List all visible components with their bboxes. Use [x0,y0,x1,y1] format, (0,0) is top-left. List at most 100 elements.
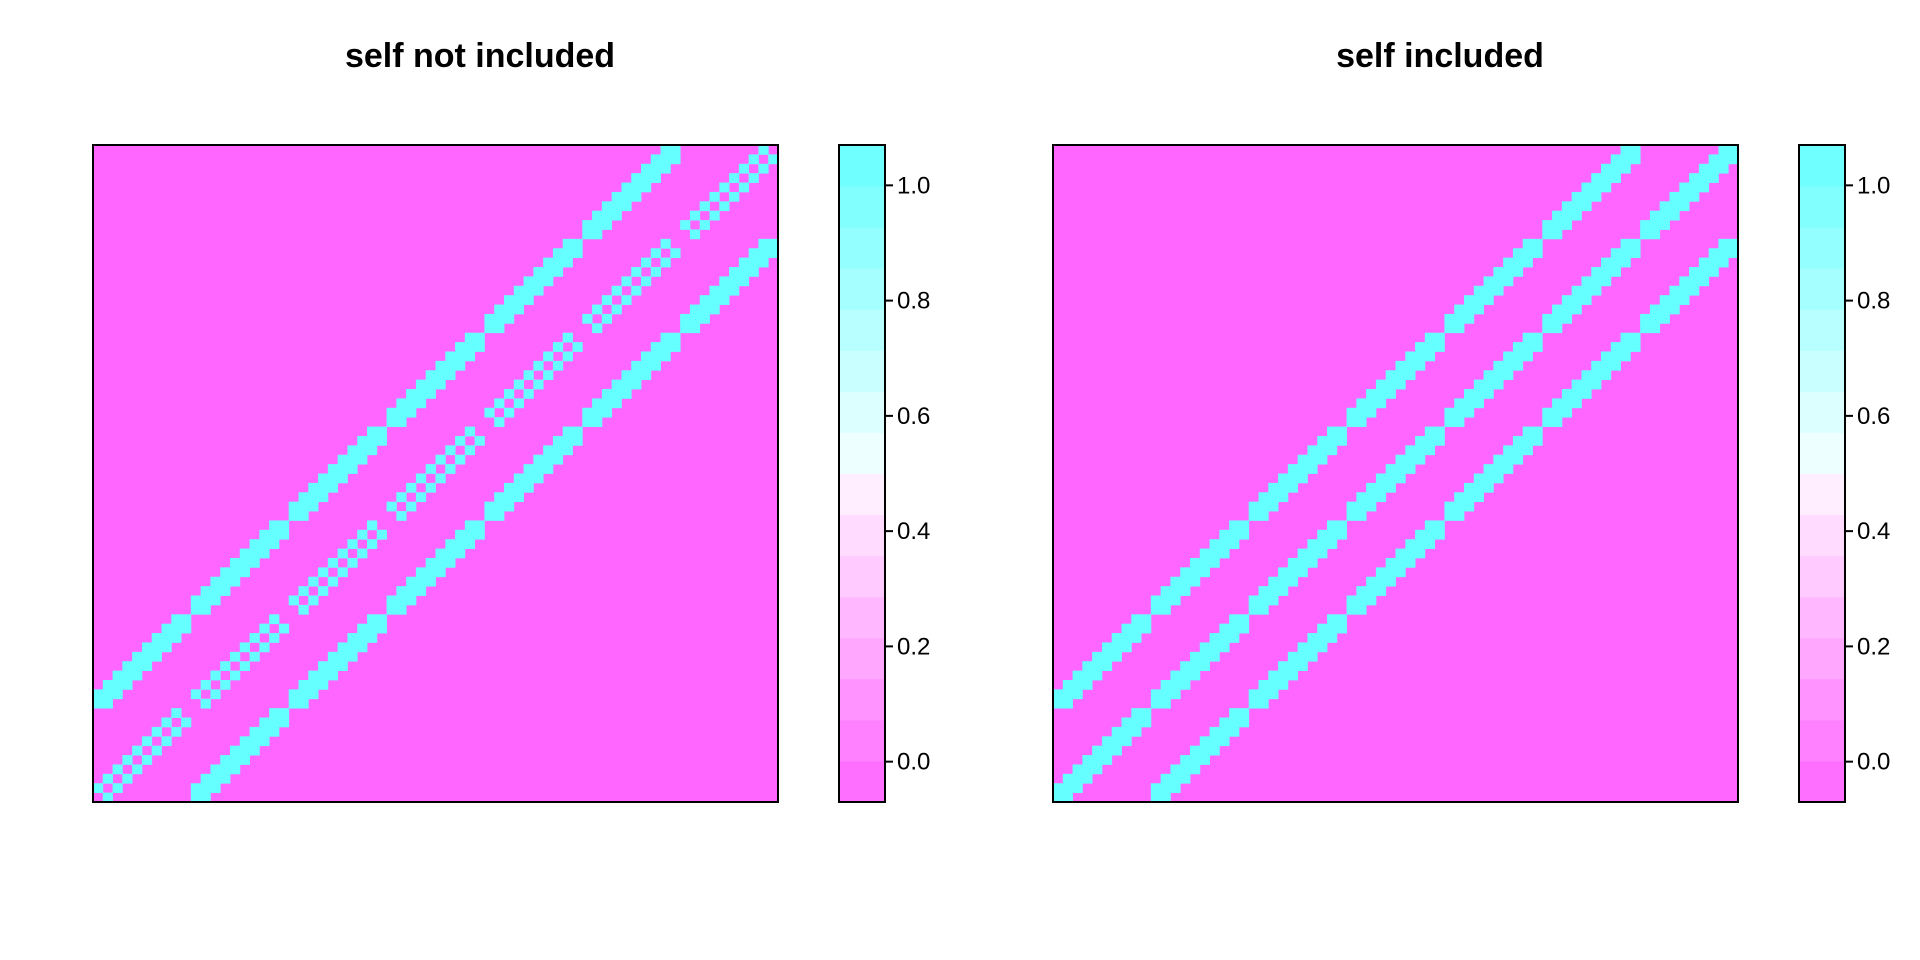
heatmap-cell [1415,539,1426,549]
heatmap-cell [1327,426,1338,437]
heatmap-cell [1405,539,1416,549]
heatmap-cell [601,313,613,324]
heatmap-cell [415,398,427,409]
heatmap-cell [1170,783,1181,794]
heatmap-cell [230,576,241,587]
heatmap-cell [650,342,661,352]
heatmap-cell [1728,145,1739,155]
heatmap-cell [1317,445,1328,456]
heatmap-cell [102,773,113,784]
heatmap-cell [631,379,642,390]
colorbar-band [1799,186,1845,228]
heatmap-cell [1571,295,1582,305]
heatmap-cell [132,661,143,671]
heatmap-cell [494,398,505,409]
heatmap-cell [1503,276,1514,287]
heatmap-cell [308,492,319,503]
heatmap-cell [288,511,299,521]
heatmap-cell [1395,370,1406,381]
heatmap-cell [1444,511,1455,521]
heatmap-cell [719,295,730,305]
heatmap-cell [435,473,446,484]
heatmap-cell [93,689,104,700]
heatmap-cell [641,370,652,381]
heatmap-cell [308,595,319,606]
heatmap-cell [1190,670,1201,681]
heatmap-cell [660,332,671,343]
heatmap-cell [1679,182,1690,193]
heatmap-cell [1336,426,1347,437]
heatmap-cell [367,426,378,437]
heatmap-cell [680,220,691,230]
heatmap-cell [631,182,642,193]
heatmap-cell [719,201,730,212]
heatmap-cell [1659,201,1670,212]
heatmap-cell [562,435,573,446]
heatmap-cell [1209,651,1220,662]
heatmap-cell [1493,454,1504,465]
heatmap-cell [582,407,593,418]
heatmap-cell [1542,229,1553,240]
heatmap-cell [1581,182,1592,193]
heatmap-cell [1581,276,1592,287]
heatmap-cell [1219,642,1230,653]
heatmap-cell [425,576,436,587]
heatmap-cell [406,389,417,399]
heatmap-cell [1630,248,1641,259]
heatmap-cell [337,548,348,559]
heatmap-cell [200,792,211,803]
heatmap-cell [1278,661,1289,671]
heatmap-cell [1444,323,1455,334]
heatmap-cell [1718,257,1729,268]
heatmap-cell [572,248,583,259]
heatmap-cell [1620,154,1631,165]
heatmap-cell [1375,473,1387,484]
heatmap-cell [768,154,779,165]
heatmap-cell [1493,360,1504,371]
heatmap-cell [230,745,241,756]
heatmap-cell [1317,529,1328,540]
heatmap-cell [1483,473,1494,484]
heatmap-cell [1111,726,1122,737]
heatmap-cell [1640,313,1651,324]
heatmap-cell [278,717,290,728]
heatmap-cell [1415,435,1426,446]
heatmap-cell [1620,351,1631,362]
heatmap-cell [1268,595,1279,606]
heatmap-cell [1287,661,1299,671]
heatmap-cell [1160,595,1171,606]
heatmap-cell [738,276,750,287]
heatmap-cell [1317,435,1328,446]
heatmap-cell [249,736,260,747]
heatmap-cell [1180,679,1191,690]
heatmap-cell [455,539,466,549]
heatmap-cell [1219,726,1230,737]
heatmap-cell [1180,661,1191,671]
heatmap-cell [445,557,456,568]
heatmap-cell [523,389,534,399]
heatmap-cell [415,492,427,503]
heatmap-cell [513,492,524,503]
heatmap-cell [572,426,583,437]
heatmap-cell [181,614,192,625]
heatmap-cell [1395,379,1406,390]
heatmap-cell [220,661,231,671]
heatmap-cell [1327,445,1338,456]
heatmap-cell [298,492,309,503]
heatmap-cell [631,173,642,183]
heatmap-cell [1336,614,1347,625]
heatmap-cell [259,539,270,549]
heatmap-cell [396,492,407,503]
heatmap-cell [631,191,642,202]
heatmap-cell [278,520,290,531]
heatmap-cell [1258,492,1269,503]
heatmap-cell [1552,398,1563,409]
heatmap-cell [1669,285,1680,296]
heatmap-cell [1248,595,1259,606]
heatmap-cell [1258,501,1269,512]
heatmap-cell [1640,220,1651,230]
heatmap-cell [278,708,290,718]
heatmap-cell [357,633,368,643]
heatmap-cell [1307,642,1318,653]
heatmap-cell [1238,529,1250,540]
